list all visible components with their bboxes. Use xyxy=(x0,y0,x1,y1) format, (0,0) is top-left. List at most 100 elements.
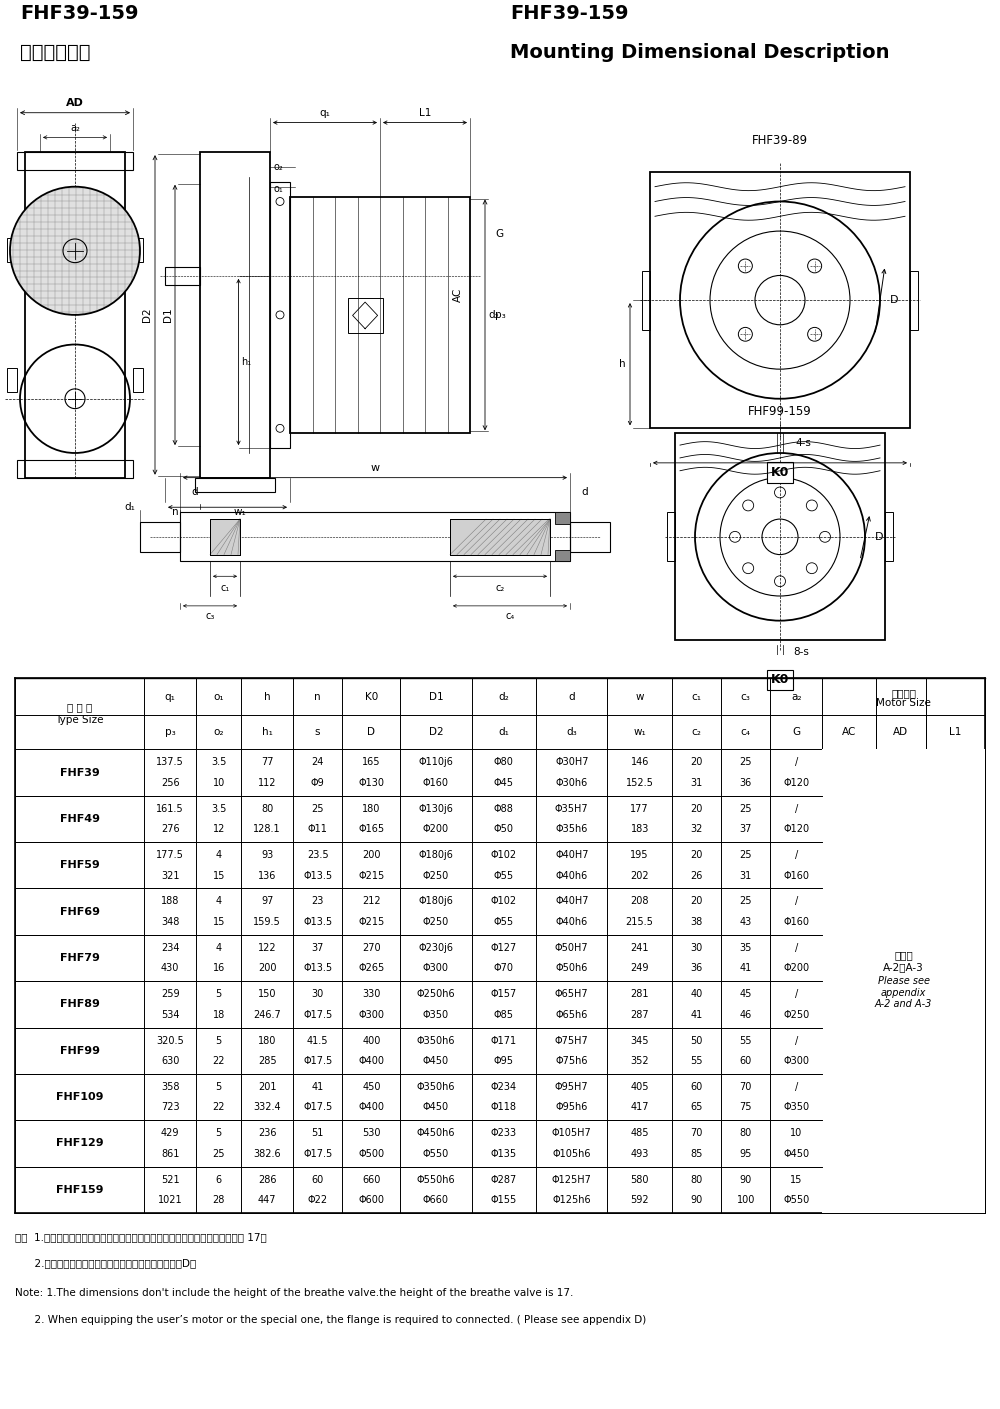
Text: Φ350: Φ350 xyxy=(783,1102,809,1112)
Text: 128.1: 128.1 xyxy=(253,824,281,834)
Text: 35: 35 xyxy=(740,943,752,952)
Text: 31: 31 xyxy=(740,871,752,881)
Text: 270: 270 xyxy=(362,943,381,952)
Text: 177.5: 177.5 xyxy=(156,850,184,859)
Text: p₃: p₃ xyxy=(495,310,506,320)
Text: K0: K0 xyxy=(771,674,789,686)
Text: 146: 146 xyxy=(630,758,649,768)
Text: A-2 and A-3: A-2 and A-3 xyxy=(875,999,932,1009)
Text: d: d xyxy=(192,488,198,497)
Text: 281: 281 xyxy=(630,989,649,999)
Text: p₃: p₃ xyxy=(165,727,176,737)
Bar xyxy=(25,152,125,478)
Text: Φ265: Φ265 xyxy=(358,964,384,974)
Text: h: h xyxy=(264,692,271,702)
Text: 5: 5 xyxy=(216,989,222,999)
Text: Φ230j6: Φ230j6 xyxy=(418,943,453,952)
Text: Motor Size: Motor Size xyxy=(876,697,931,707)
Text: 861: 861 xyxy=(161,1148,179,1158)
Text: 200: 200 xyxy=(362,850,381,859)
Text: 41: 41 xyxy=(740,964,752,974)
Text: FHF49: FHF49 xyxy=(60,814,100,824)
Text: 25: 25 xyxy=(739,803,752,814)
Text: D1: D1 xyxy=(163,307,173,323)
Text: 100: 100 xyxy=(737,1195,755,1205)
Bar xyxy=(7,368,17,392)
Bar xyxy=(675,433,885,640)
Text: 注：  1.减速机部分的外形尺寸，未包含通气帽的高度尺寸。通气帽的高度尺寸为 17。: 注： 1.减速机部分的外形尺寸，未包含通气帽的高度尺寸。通气帽的高度尺寸为 17… xyxy=(15,1231,267,1241)
Text: /: / xyxy=(795,850,798,859)
Text: o₁: o₁ xyxy=(273,183,283,193)
Text: Φ125h6: Φ125h6 xyxy=(552,1195,591,1205)
Text: 37: 37 xyxy=(311,943,324,952)
Text: 4: 4 xyxy=(216,850,222,859)
Text: q₁: q₁ xyxy=(165,692,176,702)
Text: 10: 10 xyxy=(790,1129,802,1138)
Text: Φ40H7: Φ40H7 xyxy=(555,850,589,859)
Text: Φ250h6: Φ250h6 xyxy=(417,989,455,999)
Text: c₂: c₂ xyxy=(692,727,702,737)
Text: Φ165: Φ165 xyxy=(358,824,384,834)
Text: 358: 358 xyxy=(161,1082,179,1092)
Bar xyxy=(133,238,143,262)
Text: FHF129: FHF129 xyxy=(56,1138,103,1148)
Bar xyxy=(195,478,275,492)
Bar xyxy=(642,271,650,330)
Text: FHF39: FHF39 xyxy=(60,768,100,778)
Text: AD: AD xyxy=(893,727,908,737)
Text: 4: 4 xyxy=(216,943,222,952)
Text: FHF99: FHF99 xyxy=(60,1045,100,1055)
Text: 80: 80 xyxy=(261,803,273,814)
Bar xyxy=(555,511,570,524)
Text: 201: 201 xyxy=(258,1082,276,1092)
Text: 150: 150 xyxy=(258,989,276,999)
Text: 256: 256 xyxy=(161,778,180,788)
Text: Φ13.5: Φ13.5 xyxy=(303,917,332,927)
Text: 77: 77 xyxy=(261,758,273,768)
Text: 15: 15 xyxy=(213,871,225,881)
Text: 180: 180 xyxy=(362,803,381,814)
Text: Φ135: Φ135 xyxy=(491,1148,517,1158)
Text: 630: 630 xyxy=(161,1055,179,1067)
Text: Φ65H7: Φ65H7 xyxy=(555,989,589,999)
Text: a₂: a₂ xyxy=(791,692,801,702)
Text: Φ400: Φ400 xyxy=(358,1055,384,1067)
Text: FHF159: FHF159 xyxy=(56,1185,103,1195)
Bar xyxy=(290,196,470,433)
Text: Φ180j6: Φ180j6 xyxy=(419,896,453,906)
Text: 152.5: 152.5 xyxy=(626,778,654,788)
Circle shape xyxy=(10,186,140,316)
Text: 2. When equipping the user’s motor or the special one, the flange is required to: 2. When equipping the user’s motor or th… xyxy=(15,1315,646,1324)
Text: 50: 50 xyxy=(690,1036,703,1045)
Text: 97: 97 xyxy=(261,896,273,906)
Text: /: / xyxy=(795,1036,798,1045)
Text: Φ9: Φ9 xyxy=(311,778,325,788)
Text: Φ95H7: Φ95H7 xyxy=(555,1082,589,1092)
Text: Φ130j6: Φ130j6 xyxy=(419,803,453,814)
Text: 26: 26 xyxy=(690,871,703,881)
Text: 25: 25 xyxy=(311,803,324,814)
Text: 25: 25 xyxy=(739,758,752,768)
Text: 660: 660 xyxy=(362,1175,381,1185)
Text: 18: 18 xyxy=(213,1010,225,1020)
Text: 429: 429 xyxy=(161,1129,179,1138)
Text: 249: 249 xyxy=(630,964,649,974)
Bar xyxy=(17,459,133,478)
Text: 20: 20 xyxy=(690,850,703,859)
Text: Φ550h6: Φ550h6 xyxy=(417,1175,455,1185)
Bar xyxy=(165,266,200,285)
Text: Φ102: Φ102 xyxy=(491,896,517,906)
Text: L1: L1 xyxy=(419,107,431,117)
Text: d: d xyxy=(582,488,588,497)
Text: Φ233: Φ233 xyxy=(491,1129,517,1138)
Text: Φ17.5: Φ17.5 xyxy=(303,1010,332,1020)
Bar xyxy=(140,521,180,551)
Text: 234: 234 xyxy=(161,943,179,952)
Text: Φ160: Φ160 xyxy=(783,871,809,881)
Text: Mounting Dimensional Description: Mounting Dimensional Description xyxy=(510,42,890,62)
Text: 10: 10 xyxy=(213,778,225,788)
Text: Φ350h6: Φ350h6 xyxy=(417,1082,455,1092)
Text: Φ300: Φ300 xyxy=(783,1055,809,1067)
Text: 51: 51 xyxy=(311,1129,324,1138)
Bar xyxy=(450,519,550,555)
